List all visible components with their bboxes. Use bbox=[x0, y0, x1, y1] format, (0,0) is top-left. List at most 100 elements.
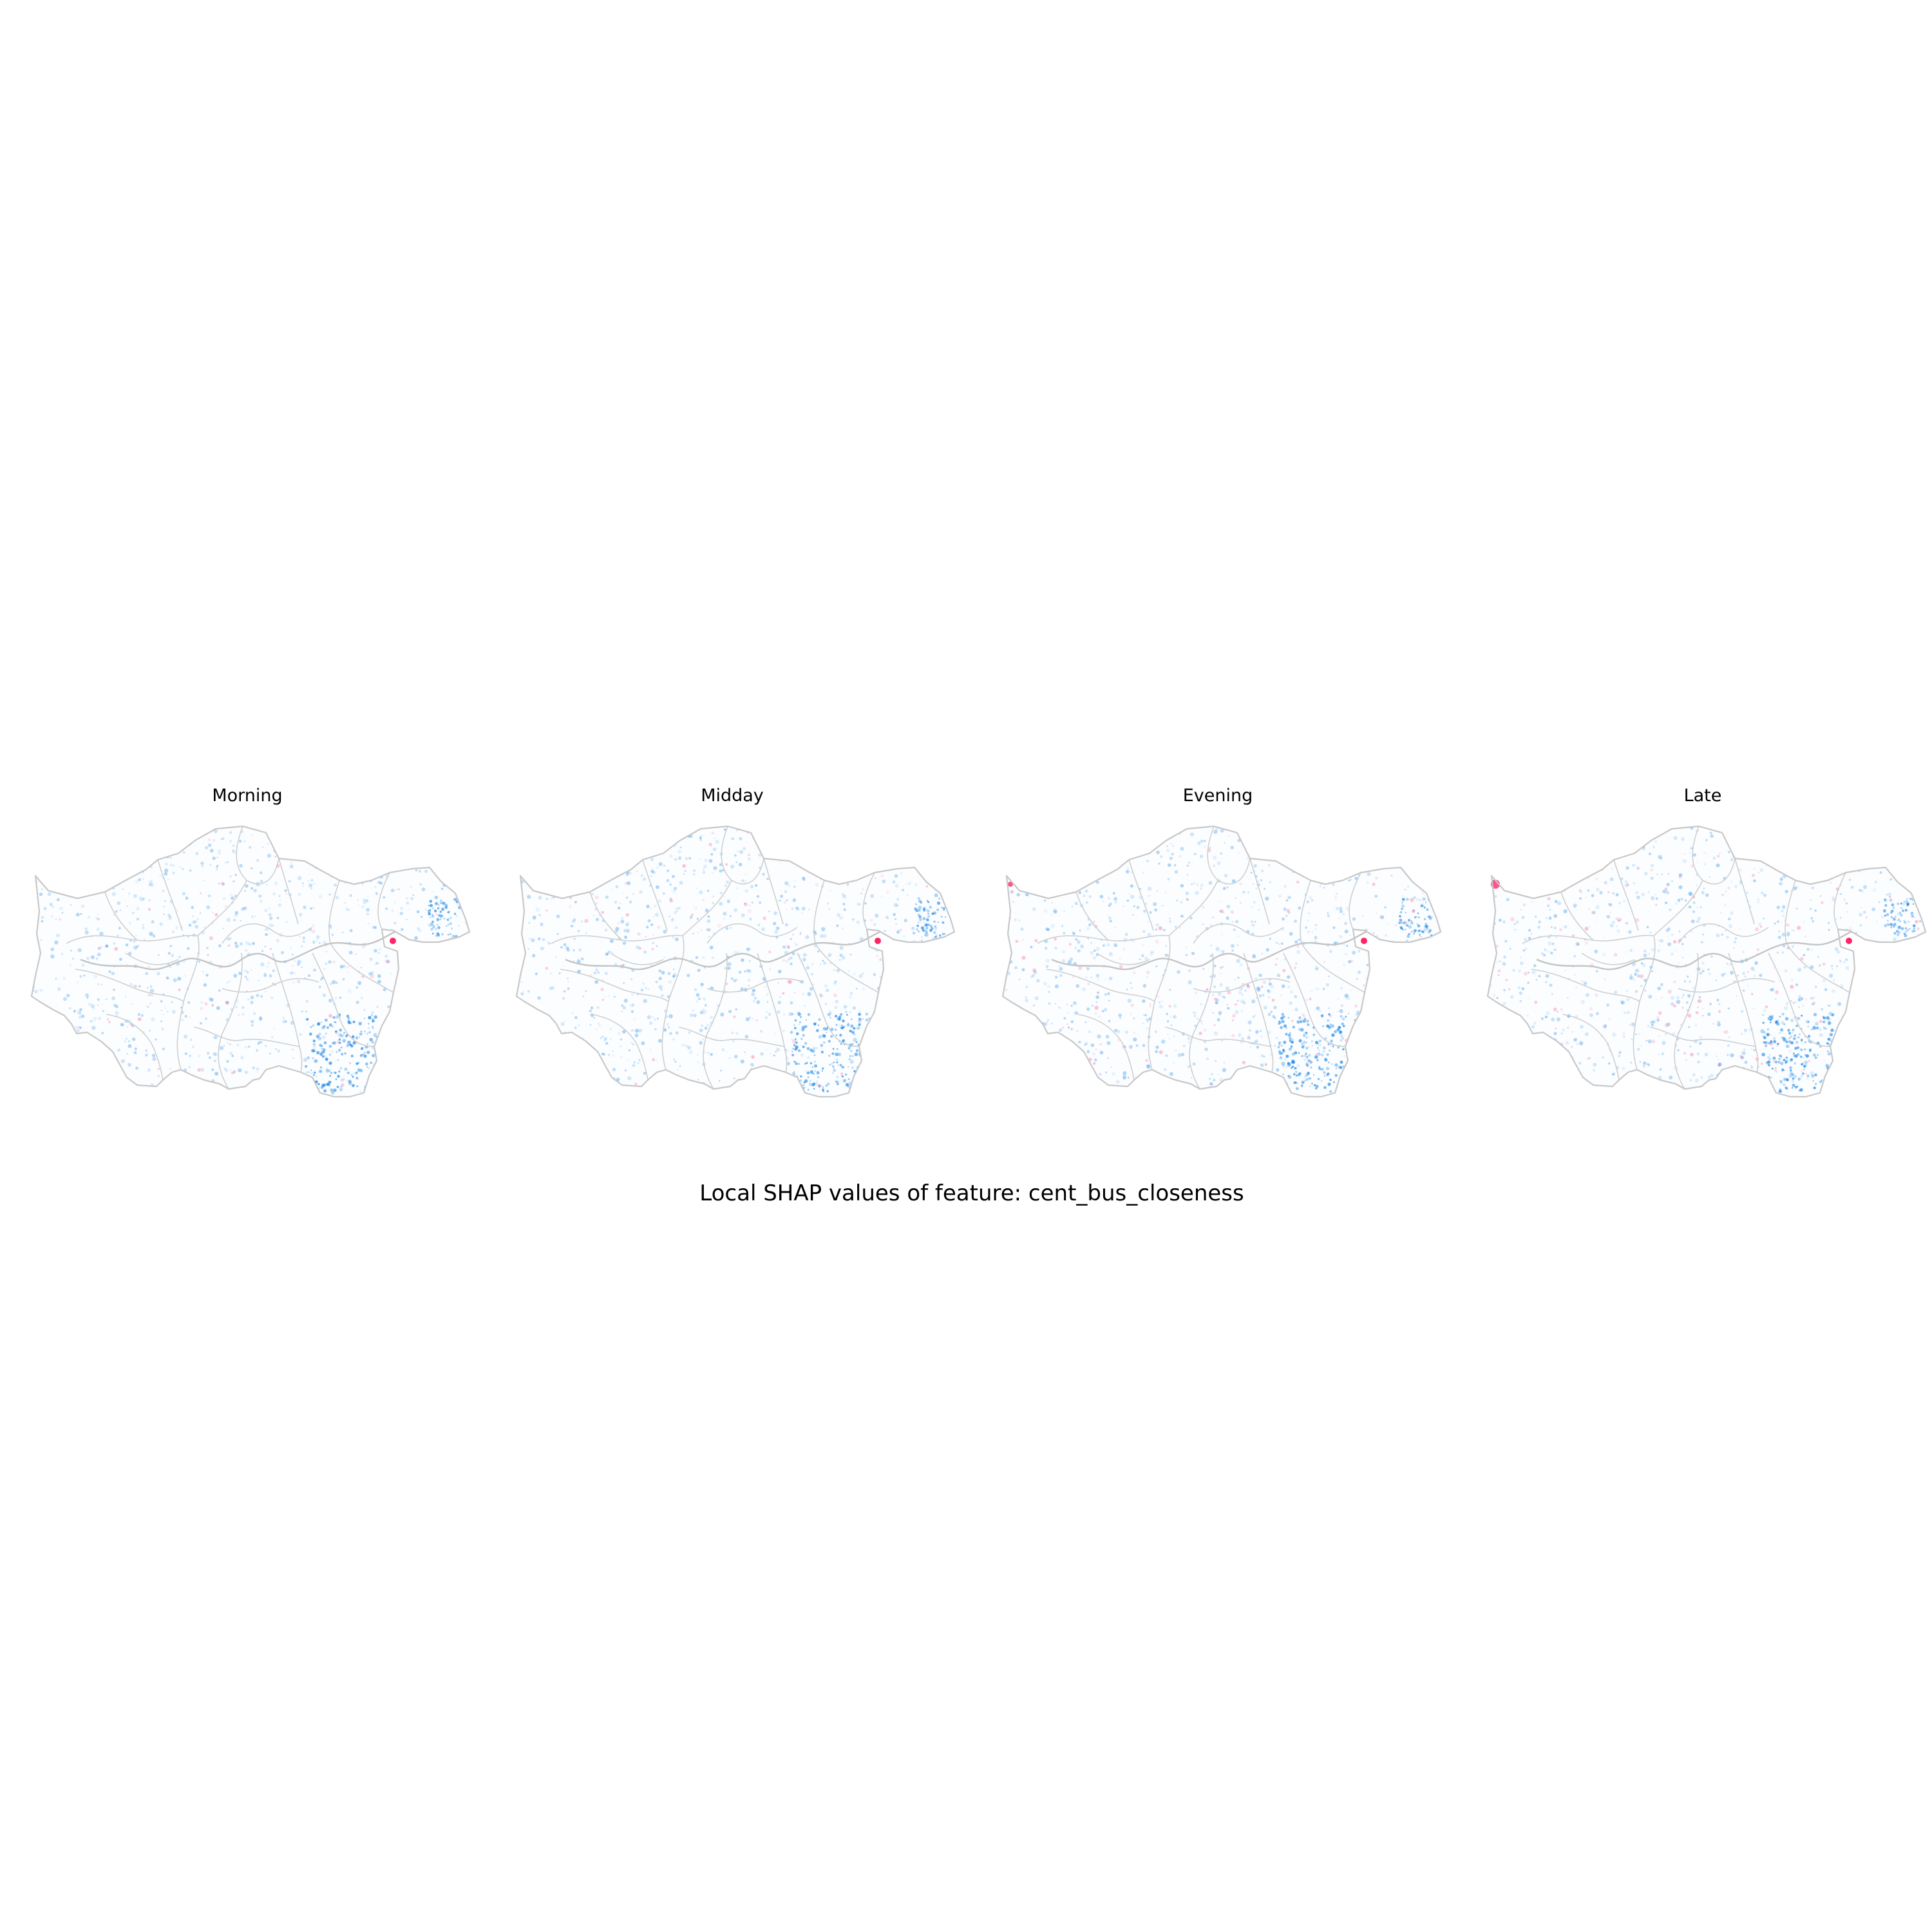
negative-shap-point bbox=[1032, 907, 1036, 911]
negative-shap-point bbox=[1112, 892, 1115, 895]
negative-shap-point bbox=[1144, 956, 1148, 960]
negative-shap-point bbox=[115, 1081, 118, 1084]
negative-shap-point bbox=[1417, 952, 1421, 956]
negative-shap-point bbox=[372, 1027, 374, 1030]
negative-shap-point bbox=[1424, 1054, 1428, 1057]
positive-shap-point bbox=[1362, 914, 1364, 917]
negative-shap-point bbox=[589, 1065, 593, 1070]
negative-shap-point bbox=[1354, 1068, 1357, 1071]
negative-shap-point bbox=[943, 909, 945, 911]
negative-shap-point bbox=[1757, 922, 1762, 927]
positive-shap-point bbox=[722, 1090, 724, 1092]
negative-shap-point bbox=[227, 861, 229, 864]
negative-shap-point bbox=[1873, 1064, 1875, 1066]
negative-shap-point bbox=[339, 1034, 344, 1038]
positive-shap-point bbox=[651, 948, 654, 951]
negative-shap-point bbox=[860, 1047, 864, 1052]
negative-shap-point bbox=[906, 850, 911, 854]
negative-shap-point bbox=[793, 886, 796, 888]
negative-shap-point bbox=[385, 1023, 389, 1027]
positive-shap-point bbox=[1260, 985, 1264, 989]
negative-shap-point bbox=[1084, 875, 1088, 879]
negative-shap-point bbox=[636, 826, 639, 828]
positive-shap-point bbox=[1214, 997, 1218, 1001]
negative-shap-point bbox=[1498, 918, 1502, 922]
negative-shap-point bbox=[833, 1061, 835, 1064]
negative-shap-point bbox=[1414, 916, 1416, 918]
negative-shap-point bbox=[1812, 873, 1816, 876]
negative-shap-point bbox=[37, 950, 39, 952]
negative-shap-point bbox=[363, 856, 367, 860]
negative-shap-point bbox=[1434, 878, 1438, 882]
negative-shap-point bbox=[855, 987, 858, 990]
negative-shap-point bbox=[1240, 902, 1242, 904]
positive-shap-point bbox=[651, 1096, 653, 1097]
negative-shap-point bbox=[59, 907, 61, 909]
negative-shap-point bbox=[851, 1054, 854, 1057]
negative-shap-point bbox=[1882, 964, 1887, 969]
negative-shap-point bbox=[676, 911, 678, 912]
negative-shap-point bbox=[284, 889, 287, 892]
negative-shap-point bbox=[415, 1086, 419, 1090]
positive-shap-point bbox=[1775, 990, 1779, 994]
negative-shap-point bbox=[350, 1054, 354, 1057]
negative-shap-point bbox=[835, 999, 838, 1003]
negative-shap-point bbox=[60, 1050, 62, 1053]
negative-shap-point bbox=[417, 927, 420, 930]
positive-shap-point bbox=[711, 831, 714, 835]
negative-shap-point bbox=[350, 945, 352, 947]
negative-shap-point bbox=[909, 1017, 912, 1020]
negative-shap-point bbox=[42, 1034, 44, 1037]
negative-shap-point bbox=[1533, 964, 1537, 967]
negative-shap-point bbox=[37, 848, 39, 849]
negative-shap-point bbox=[1298, 1052, 1300, 1054]
negative-shap-point bbox=[1283, 1058, 1287, 1061]
negative-shap-point bbox=[464, 840, 467, 843]
negative-shap-point bbox=[381, 1037, 384, 1040]
negative-shap-point bbox=[1209, 846, 1211, 849]
negative-shap-point bbox=[1295, 1074, 1298, 1077]
negative-shap-point bbox=[143, 831, 146, 833]
negative-shap-point bbox=[1388, 1025, 1392, 1028]
negative-shap-point bbox=[90, 955, 95, 960]
negative-shap-point bbox=[1263, 1056, 1265, 1058]
negative-shap-point bbox=[1154, 1030, 1156, 1032]
negative-shap-point bbox=[892, 880, 896, 884]
positive-shap-point bbox=[1309, 998, 1312, 1001]
negative-shap-point bbox=[941, 1080, 943, 1082]
negative-shap-point bbox=[896, 904, 899, 907]
negative-shap-point bbox=[606, 831, 609, 834]
negative-shap-point bbox=[455, 998, 457, 1000]
negative-shap-point bbox=[366, 913, 369, 916]
negative-shap-point bbox=[1223, 1061, 1226, 1064]
negative-shap-point bbox=[312, 1084, 316, 1088]
negative-shap-point bbox=[639, 890, 643, 895]
negative-shap-point bbox=[1254, 1079, 1258, 1083]
negative-shap-point bbox=[128, 864, 131, 868]
negative-shap-point bbox=[1166, 1012, 1168, 1016]
negative-shap-point bbox=[1250, 871, 1253, 874]
negative-shap-point bbox=[175, 926, 178, 929]
negative-shap-point bbox=[1641, 893, 1645, 896]
negative-shap-point bbox=[793, 942, 795, 944]
negative-shap-point bbox=[879, 845, 882, 848]
negative-shap-point bbox=[75, 853, 79, 858]
negative-shap-point bbox=[1084, 1041, 1088, 1045]
negative-shap-point bbox=[415, 1028, 419, 1032]
negative-shap-point bbox=[142, 924, 144, 927]
negative-shap-point bbox=[298, 848, 300, 851]
negative-shap-point bbox=[669, 1032, 672, 1035]
negative-shap-point bbox=[1298, 1072, 1302, 1075]
negative-shap-point bbox=[1209, 975, 1212, 978]
negative-shap-point bbox=[1648, 852, 1652, 855]
negative-shap-point bbox=[1430, 995, 1434, 999]
negative-shap-point bbox=[410, 1069, 413, 1072]
negative-shap-point bbox=[1658, 1054, 1660, 1056]
negative-shap-point bbox=[838, 1018, 841, 1021]
negative-shap-point bbox=[1043, 1022, 1047, 1027]
negative-shap-point bbox=[153, 1090, 156, 1094]
negative-shap-point bbox=[1119, 1017, 1121, 1019]
negative-shap-point bbox=[93, 829, 96, 831]
negative-shap-point bbox=[41, 920, 44, 923]
positive-shap-point bbox=[1274, 963, 1278, 966]
